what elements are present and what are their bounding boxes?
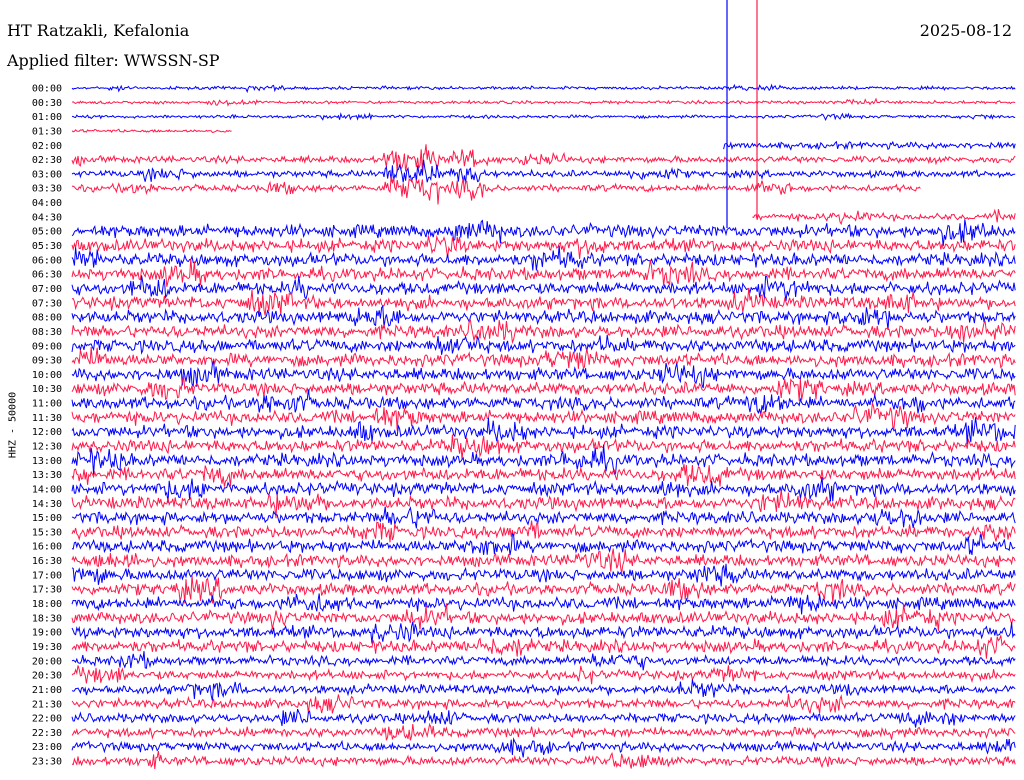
station-title: HT Ratzakli, Kefalonia bbox=[7, 21, 190, 40]
trace-line bbox=[71, 219, 1016, 247]
trace-line bbox=[71, 751, 1016, 769]
trace-line bbox=[71, 389, 1016, 416]
trace-line bbox=[71, 621, 1016, 644]
trace-line bbox=[71, 635, 1016, 659]
trace-line bbox=[71, 737, 1016, 758]
trace-line bbox=[71, 477, 1016, 503]
trace-line bbox=[71, 434, 1016, 460]
row-label: 15:00 bbox=[32, 513, 62, 524]
row-label: 02:30 bbox=[32, 155, 62, 166]
trace-line bbox=[71, 258, 1016, 287]
row-label: 12:30 bbox=[32, 442, 62, 453]
row-label: 13:30 bbox=[32, 470, 62, 481]
trace-line bbox=[71, 112, 1016, 121]
row-label: 01:00 bbox=[32, 112, 62, 123]
row-label: 15:30 bbox=[32, 527, 62, 538]
trace-line bbox=[71, 144, 1016, 173]
trace-line bbox=[71, 693, 1016, 714]
trace-line bbox=[752, 208, 1016, 226]
row-label: 19:30 bbox=[32, 642, 62, 653]
row-label: 07:30 bbox=[32, 298, 62, 309]
trace-line bbox=[71, 245, 1016, 271]
row-label: 03:00 bbox=[32, 169, 62, 180]
row-label: 18:00 bbox=[32, 599, 62, 610]
row-label: 22:30 bbox=[32, 728, 62, 739]
row-label: 04:00 bbox=[32, 198, 62, 209]
row-label: 23:00 bbox=[32, 742, 62, 753]
trace-line bbox=[71, 603, 1016, 631]
trace-line bbox=[71, 159, 1016, 184]
row-label: 19:00 bbox=[32, 628, 62, 639]
row-label: 16:00 bbox=[32, 542, 62, 553]
trace-line bbox=[71, 575, 1016, 604]
row-label: 20:00 bbox=[32, 656, 62, 667]
row-label: 05:00 bbox=[32, 227, 62, 238]
trace-line bbox=[71, 563, 1016, 587]
row-label: 17:00 bbox=[32, 570, 62, 581]
row-label: 22:00 bbox=[32, 714, 62, 725]
row-label: 23:30 bbox=[32, 757, 62, 768]
row-label: 01:30 bbox=[32, 126, 62, 137]
row-label: 00:30 bbox=[32, 98, 62, 109]
trace-line bbox=[71, 548, 1016, 574]
row-label: 00:00 bbox=[32, 84, 62, 95]
trace-line bbox=[723, 140, 1016, 151]
trace-line bbox=[71, 651, 1016, 671]
trace-line bbox=[71, 360, 1016, 389]
row-label: 16:30 bbox=[32, 556, 62, 567]
trace-line bbox=[71, 304, 1016, 330]
row-label: 04:30 bbox=[32, 212, 62, 223]
trace-line bbox=[71, 287, 1016, 316]
row-label: 13:00 bbox=[32, 456, 62, 467]
row-label: 18:30 bbox=[32, 613, 62, 624]
trace-line bbox=[71, 275, 1016, 302]
row-label: 14:30 bbox=[32, 499, 62, 510]
trace-line bbox=[71, 463, 1016, 487]
trace-line bbox=[71, 679, 1016, 701]
filter-label: Applied filter: WWSSN-SP bbox=[7, 51, 220, 70]
trace-line bbox=[71, 520, 1016, 543]
trace-line bbox=[71, 402, 1016, 431]
row-label: 09:30 bbox=[32, 356, 62, 367]
row-label: 21:00 bbox=[32, 685, 62, 696]
row-label: 07:00 bbox=[32, 284, 62, 295]
row-label: 06:00 bbox=[32, 255, 62, 266]
row-label: 03:30 bbox=[32, 184, 62, 195]
row-label: 21:30 bbox=[32, 699, 62, 710]
trace-line bbox=[71, 444, 1016, 475]
trace-line bbox=[71, 83, 1016, 94]
trace-line bbox=[71, 346, 1016, 369]
trace-line bbox=[71, 234, 1016, 259]
trace-line bbox=[71, 175, 921, 205]
trace-line bbox=[71, 665, 1016, 685]
row-label: 09:00 bbox=[32, 341, 62, 352]
row-label: 17:30 bbox=[32, 585, 62, 596]
row-label: 12:00 bbox=[32, 427, 62, 438]
trace-line bbox=[71, 532, 1016, 556]
row-label: 02:00 bbox=[32, 141, 62, 152]
row-label: 10:00 bbox=[32, 370, 62, 381]
row-label: 05:30 bbox=[32, 241, 62, 252]
trace-line bbox=[71, 97, 1016, 107]
row-label: 20:30 bbox=[32, 671, 62, 682]
trace-line bbox=[71, 417, 1016, 445]
row-label: 08:30 bbox=[32, 327, 62, 338]
row-label: 11:00 bbox=[32, 399, 62, 410]
trace-line bbox=[71, 128, 232, 134]
trace-line bbox=[71, 722, 1016, 741]
trace-line bbox=[71, 489, 1016, 519]
row-label: 06:30 bbox=[32, 270, 62, 281]
date-label: 2025-08-12 bbox=[919, 21, 1012, 40]
row-label: 10:30 bbox=[32, 384, 62, 395]
trace-line bbox=[71, 375, 1016, 401]
trace-line bbox=[71, 506, 1016, 529]
trace-line bbox=[71, 319, 1016, 345]
row-label: 11:30 bbox=[32, 413, 62, 424]
trace-line bbox=[71, 708, 1016, 728]
row-label: 14:00 bbox=[32, 484, 62, 495]
trace-line bbox=[71, 593, 1016, 615]
trace-line bbox=[71, 334, 1016, 355]
row-label: 08:00 bbox=[32, 313, 62, 324]
